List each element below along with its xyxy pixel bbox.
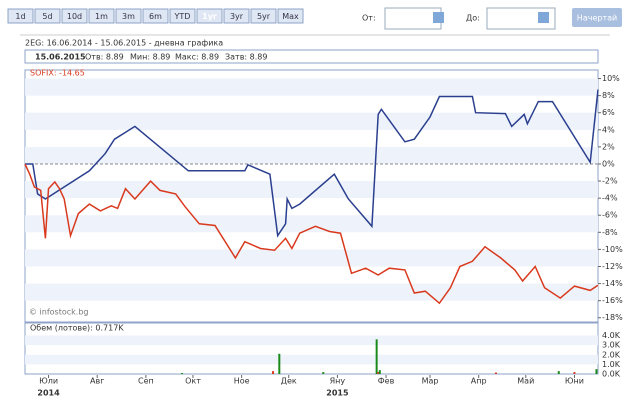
x-tick-label: Авг	[90, 377, 104, 386]
volume-title: Обем (лотове): 0.717K	[30, 324, 124, 333]
legend-entry: SOFIX: -14.65	[30, 69, 85, 78]
y-tick-label: -8%	[602, 228, 618, 237]
header-title: 2EG: 16.06.2014 - 15.06.2015 - дневна гр…	[25, 39, 223, 48]
range-button[interactable]	[34, 8, 61, 24]
x-tick-label: Дек	[281, 377, 297, 386]
x-tick-label: Яну	[330, 377, 346, 386]
y-tick-label: -4%	[602, 194, 618, 203]
grid-band	[25, 78, 598, 96]
volume-tick-label: 0.0K	[602, 370, 621, 379]
volume-bar	[557, 371, 560, 374]
volume-bar	[322, 372, 325, 374]
range-button[interactable]	[250, 8, 277, 24]
info-low: Мин: 8.89	[130, 53, 170, 62]
range-button-label: 5d	[42, 12, 52, 21]
year-label: 2014	[37, 389, 60, 398]
range-button-label: 1m	[95, 12, 108, 21]
to-label: До:	[466, 14, 480, 23]
calendar-icon[interactable]	[433, 12, 444, 23]
volume-bar	[278, 353, 281, 374]
volume-tick-label: 2.0K	[602, 350, 621, 359]
grid-band	[25, 335, 598, 346]
series-line	[24, 163, 599, 305]
volume-bar	[377, 372, 380, 374]
from-input[interactable]	[384, 7, 442, 30]
y-tick-label: -16%	[602, 296, 623, 305]
volume-tick-label: 4.0K	[602, 331, 621, 340]
y-tick-label: -2%	[602, 177, 618, 186]
calendar-icon[interactable]	[538, 12, 549, 23]
range-button[interactable]	[277, 8, 304, 24]
range-button-label: Max	[282, 12, 299, 21]
info-open: Отв: 8.89	[85, 53, 124, 62]
x-tick-label: Фев	[378, 377, 395, 386]
year-label: 2015	[326, 389, 349, 398]
volume-bar	[573, 372, 576, 374]
range-button-label: 3yr	[230, 12, 244, 21]
y-tick-label: -12%	[602, 262, 623, 271]
range-button[interactable]	[61, 8, 88, 24]
y-tick-label: -6%	[602, 211, 618, 220]
x-tick-label: Ное	[234, 377, 250, 386]
draw-button-label: Начертай	[577, 14, 617, 23]
y-tick-label: -10%	[602, 245, 623, 254]
y-tick-label: -14%	[602, 279, 623, 288]
volume-bar	[378, 370, 381, 374]
y-tick-label: 4%	[602, 125, 615, 134]
info-date: 15.06.2015	[35, 53, 86, 62]
grid-band	[25, 283, 598, 301]
volume-tick-label: 1.0K	[602, 360, 621, 369]
range-button-label: 10d	[67, 12, 82, 21]
grid-band	[25, 146, 598, 164]
info-close: Затв: 8.89	[225, 53, 267, 62]
volume-bar	[180, 373, 183, 374]
range-button-label: 1yr	[202, 12, 217, 21]
y-tick-label: -18%	[602, 313, 623, 322]
grid-band	[25, 249, 598, 267]
range-button[interactable]	[169, 8, 196, 24]
volume-bar	[595, 369, 598, 374]
y-tick-label: 10%	[602, 74, 620, 83]
y-tick-label: 6%	[602, 108, 615, 117]
range-button[interactable]	[223, 8, 250, 24]
range-button-label: YTD	[174, 12, 191, 21]
grid-band	[25, 112, 598, 130]
range-button[interactable]	[88, 8, 115, 24]
series-line	[25, 89, 599, 238]
x-tick-label: Апр	[471, 377, 487, 386]
info-box	[24, 49, 599, 64]
y-tick-label: 8%	[602, 91, 615, 100]
x-tick-label: Юни	[565, 377, 584, 386]
volume-bar	[375, 339, 378, 374]
grid-band	[25, 215, 598, 233]
y-tick-label: 2%	[602, 142, 615, 151]
draw-button[interactable]	[572, 8, 622, 27]
watermark: © infostock.bg	[29, 308, 88, 317]
x-tick-label: Сеп	[138, 377, 154, 386]
x-tick-label: Май	[517, 377, 534, 386]
x-tick-label: Мар	[422, 377, 439, 386]
volume-tick-label: 3.0K	[602, 341, 621, 350]
range-button[interactable]	[142, 8, 169, 24]
range-button[interactable]	[7, 8, 34, 24]
volume-area	[24, 322, 599, 375]
volume-bar	[494, 372, 497, 374]
y-tick-label: 0%	[602, 159, 615, 168]
x-tick-label: Окт	[185, 377, 201, 386]
x-tick-label: Юли	[39, 377, 58, 386]
grid-band	[25, 181, 598, 199]
range-button-label: 5yr	[257, 12, 271, 21]
range-button-label: 6m	[149, 12, 162, 21]
range-button-label: 1d	[15, 12, 25, 21]
info-high: Макс: 8.89	[175, 53, 219, 62]
volume-bar	[272, 371, 275, 374]
grid-band	[25, 354, 598, 365]
range-button[interactable]	[196, 8, 223, 24]
range-button[interactable]	[115, 8, 142, 24]
range-button-label: 3m	[122, 12, 135, 21]
from-label: От:	[362, 14, 376, 23]
